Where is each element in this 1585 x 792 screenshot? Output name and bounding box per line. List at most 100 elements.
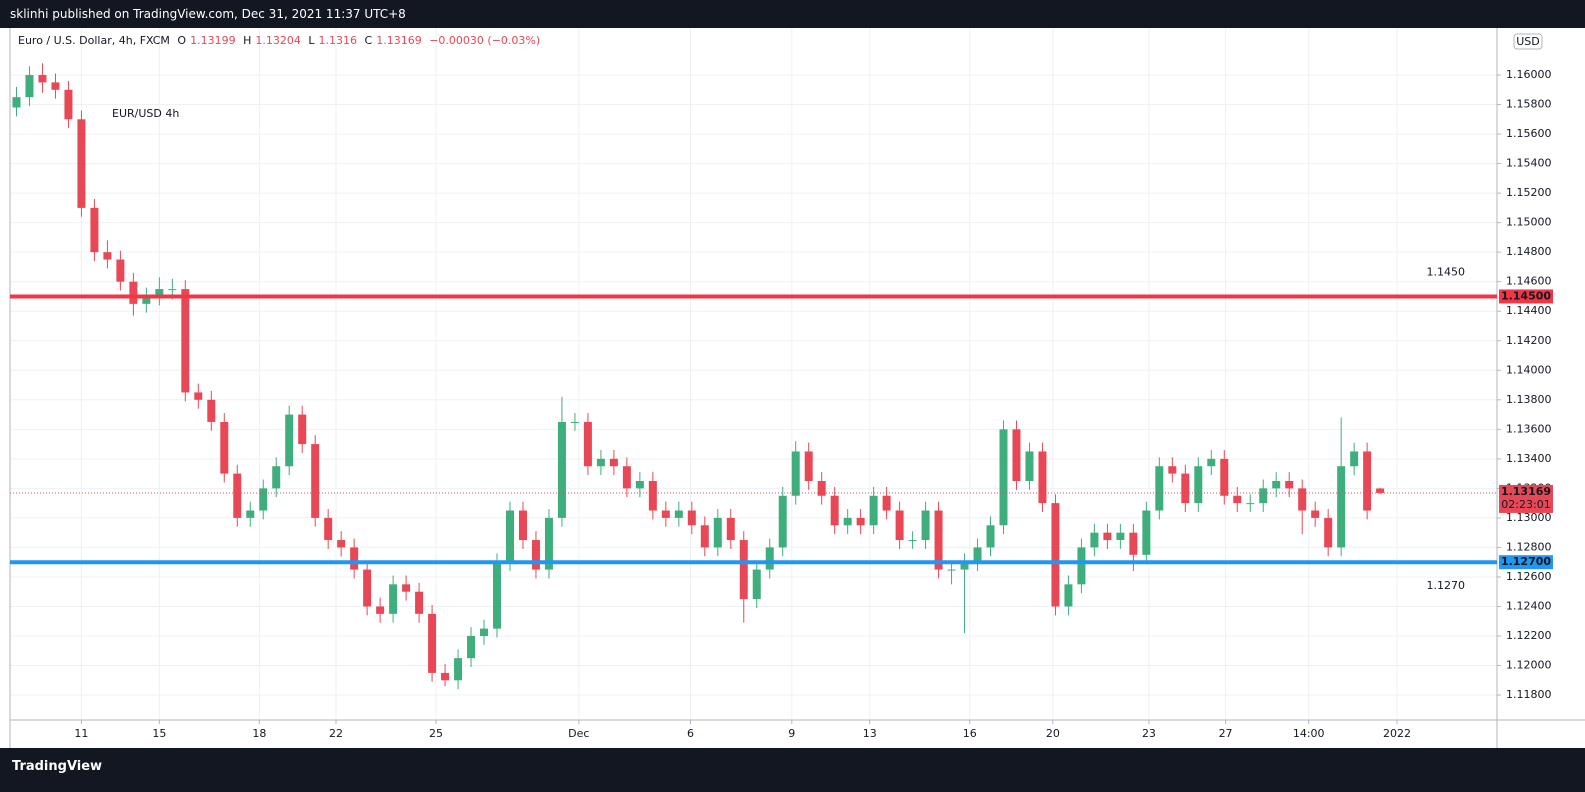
y-tick-label: 1.12400 <box>1506 599 1552 612</box>
y-tick-label: 1.13000 <box>1506 511 1552 524</box>
candle-body <box>207 399 216 422</box>
x-tick-label: 22 <box>329 727 343 740</box>
x-tick-label: 14:00 <box>1293 727 1325 740</box>
level-axis-tag <box>1499 289 1553 304</box>
candle-body <box>1038 451 1047 504</box>
candle-body <box>583 421 592 467</box>
candle-body <box>791 451 800 496</box>
x-tick-label: 27 <box>1219 727 1233 740</box>
candle-body <box>882 495 891 511</box>
close-value: 1.13169 <box>376 34 422 47</box>
ohlc-letter: C <box>364 34 373 47</box>
candle-body <box>973 547 982 563</box>
candle-body <box>531 540 540 570</box>
candle-body <box>1272 480 1281 489</box>
candle-body <box>181 289 190 393</box>
candle-body <box>921 510 930 541</box>
candle-body <box>1220 458 1229 496</box>
candle-body <box>285 414 294 467</box>
x-tick-label: Dec <box>568 727 589 740</box>
candle-body <box>272 466 281 489</box>
x-tick-label: 25 <box>429 727 443 740</box>
candle-body <box>960 562 969 570</box>
candle-body <box>311 444 320 518</box>
chart: 1.11800 1.12000 1.12200 1.12400 1.12600 1.128… <box>0 28 1585 748</box>
candle-body <box>168 289 177 291</box>
candle-body <box>661 510 670 518</box>
candle-body <box>1259 488 1268 504</box>
candle-body <box>363 569 372 607</box>
level-axis-tag <box>1499 555 1553 570</box>
candle-body <box>90 207 99 253</box>
candle-body <box>1116 532 1125 541</box>
candle-body <box>908 540 917 542</box>
candle-body <box>129 281 138 304</box>
candle-body <box>609 458 618 467</box>
candle-body <box>830 495 839 526</box>
candle-body <box>1012 429 1021 481</box>
x-tick-label: 18 <box>252 727 266 740</box>
candle-body <box>142 296 151 304</box>
candle-body <box>324 517 333 541</box>
chart-background <box>0 28 1585 748</box>
candle-body <box>376 606 385 614</box>
countdown: 02:23:01 <box>1501 498 1550 511</box>
candle-body <box>1181 473 1190 504</box>
low-value: 1.1316 <box>318 34 358 47</box>
ohlc-letter: H <box>243 34 252 47</box>
candle-body <box>713 517 722 548</box>
candle-body <box>1285 480 1294 489</box>
candle-body <box>557 421 566 518</box>
candle-body <box>1363 451 1372 511</box>
candle-body <box>38 75 47 83</box>
x-tick-label: 11 <box>74 727 88 740</box>
candle-body <box>687 510 696 526</box>
candle-body <box>843 517 852 526</box>
y-tick-label: 1.15800 <box>1506 98 1552 111</box>
candle-body <box>895 510 904 541</box>
y-tick-label: 1.14000 <box>1506 363 1552 376</box>
x-tick-label: 16 <box>963 727 977 740</box>
candle-body <box>103 252 112 260</box>
candle-body <box>194 392 203 400</box>
candle-body <box>428 613 437 673</box>
candle-body <box>1233 495 1242 504</box>
candle-body <box>51 82 60 90</box>
candle-body <box>739 540 748 600</box>
candle-body <box>1129 532 1138 555</box>
candle-body <box>1311 510 1320 518</box>
candle-body <box>804 451 813 481</box>
level-label: 1.1450 <box>1427 265 1466 278</box>
candle-body <box>1103 532 1112 541</box>
candle-body <box>402 584 411 592</box>
y-tick-label: 1.14600 <box>1506 275 1552 288</box>
candle-body <box>622 466 631 489</box>
y-tick-label: 1.13600 <box>1506 422 1552 435</box>
y-tick-label: 1.13400 <box>1506 452 1552 465</box>
candle-body <box>467 636 476 659</box>
candle-body <box>1155 466 1164 511</box>
y-tick-label: 1.11800 <box>1506 688 1552 701</box>
candle-body <box>493 562 502 629</box>
candle-body <box>817 480 826 496</box>
candle-body <box>1142 510 1151 555</box>
candle-body <box>389 584 398 614</box>
y-tick-label: 1.15400 <box>1506 157 1552 170</box>
candle-body <box>674 510 683 518</box>
level-axis-label: 1.14500 <box>1501 289 1551 302</box>
ohlc-letter: L <box>308 34 315 47</box>
candle-body <box>1298 488 1307 511</box>
x-tick-label: 6 <box>687 727 694 740</box>
candle-body <box>77 119 86 208</box>
candle-body <box>544 517 553 570</box>
candle-body <box>1090 532 1099 548</box>
change: −0.00030 (−0.03%) <box>429 34 541 47</box>
candle-body <box>1064 584 1073 607</box>
candle-body <box>1324 517 1333 548</box>
y-tick-label: 1.12200 <box>1506 629 1552 642</box>
x-tick-label: 13 <box>863 727 877 740</box>
candle-body <box>1337 466 1346 548</box>
level-axis-label: 1.12700 <box>1501 555 1551 568</box>
candle-body <box>1207 458 1216 467</box>
